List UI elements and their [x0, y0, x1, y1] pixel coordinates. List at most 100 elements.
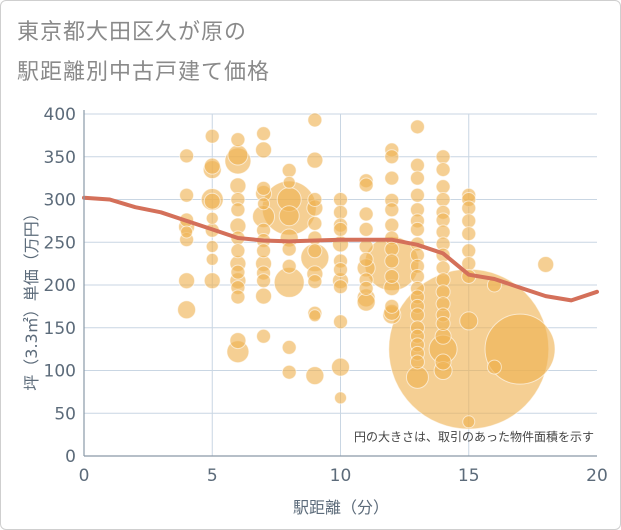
y-tick-label: 100 — [44, 362, 76, 382]
bubble-point — [333, 262, 348, 278]
bubble-point — [537, 255, 555, 273]
bubble-point — [461, 243, 477, 259]
bubble-point — [384, 170, 400, 186]
bubble-point — [255, 287, 273, 305]
bubble-point — [331, 357, 350, 377]
bubble-point — [256, 243, 272, 259]
bubble-point — [178, 272, 196, 290]
bubble-point — [308, 309, 322, 323]
axes: 0 50 100 150 200 250 300 350 400 0 5 10 15 20 — [44, 105, 608, 486]
bubble-point — [205, 240, 219, 254]
bubble-point — [230, 132, 246, 148]
bubble-point — [227, 144, 249, 166]
y-tick-label: 350 — [44, 148, 76, 168]
bubble-point — [358, 177, 374, 193]
y-tick-label: 400 — [44, 105, 76, 125]
bubble-point — [305, 366, 325, 386]
x-tick-label: 15 — [458, 466, 480, 486]
bubble-point — [256, 180, 272, 196]
bubble-point — [179, 148, 195, 164]
bubble-point — [281, 162, 297, 178]
bubble-point — [333, 279, 348, 295]
bubble-point — [307, 192, 323, 207]
bubble-point — [409, 354, 425, 370]
bubble-point — [307, 274, 323, 290]
bubble-point — [358, 221, 374, 237]
bubble-point — [333, 221, 348, 237]
y-tick-label: 300 — [44, 191, 76, 211]
trend-line-group — [82, 195, 599, 303]
y-axis-label: 坪（3.3㎡）単価（万円） — [22, 205, 41, 390]
bubble-point — [405, 365, 429, 389]
bubble-point — [177, 300, 197, 320]
bubble-point — [307, 230, 323, 246]
bubble-point — [203, 192, 221, 210]
bubble-point — [204, 128, 220, 144]
bubble-point — [278, 205, 300, 227]
bubble-point — [384, 253, 400, 269]
bubble-point — [306, 151, 324, 169]
bubble-point — [358, 280, 374, 296]
bubble-point — [435, 179, 451, 195]
bubble-point — [203, 272, 221, 290]
bubble-point — [333, 314, 348, 330]
bubble-point — [459, 311, 479, 331]
bubble-point — [358, 206, 374, 222]
bubble-point — [307, 112, 323, 128]
bubble-point — [230, 289, 246, 305]
bubble-point — [384, 268, 400, 284]
bubble-point — [486, 359, 502, 375]
bubble-point — [409, 187, 425, 203]
bubble-point — [334, 391, 347, 405]
bubble-point — [409, 157, 425, 173]
size-note: 円の大きさは、取引のあった物件面積を示す — [354, 429, 594, 444]
bubble-point — [384, 217, 400, 233]
x-tick-label: 10 — [330, 466, 352, 486]
bubble-point — [435, 162, 451, 178]
bubble-point — [205, 252, 219, 266]
x-tick-label: 5 — [207, 466, 218, 486]
bubble-point — [435, 149, 451, 165]
bubble-point — [409, 307, 425, 323]
bubble-point — [409, 170, 425, 186]
bubble-point — [333, 192, 348, 207]
chart-title-line2: 駅距離別中古戸建て価格 — [17, 60, 271, 85]
bubble-point — [409, 221, 425, 237]
chart-title-line1: 東京都大田区久が原の — [17, 20, 248, 45]
bubble-point — [434, 353, 452, 371]
bubble-point — [307, 243, 323, 259]
bubble-point — [256, 273, 272, 289]
bubble-point — [484, 313, 556, 385]
x-tick-label: 0 — [79, 466, 90, 486]
bubble-point — [256, 328, 272, 344]
bubble-point — [461, 200, 477, 216]
bubble-point — [205, 211, 219, 225]
bubble-point — [281, 241, 297, 257]
trend-line — [82, 195, 599, 303]
bubble-point — [230, 243, 246, 259]
bubble-point — [282, 175, 296, 189]
bubble-point — [256, 126, 272, 142]
bubble-point — [461, 213, 477, 229]
y-tick-label: 150 — [44, 319, 76, 339]
bubble-point — [229, 332, 247, 350]
y-tick-label: 250 — [44, 233, 76, 253]
bubble-point — [435, 192, 451, 207]
bubble-point — [257, 197, 271, 211]
bubble-point — [462, 415, 476, 429]
bubble-point — [203, 157, 221, 175]
y-tick-label: 50 — [54, 404, 76, 424]
bubble-point — [461, 226, 477, 242]
y-tick-label: 0 — [65, 447, 76, 467]
x-axis-label: 駅距離（分） — [293, 498, 389, 517]
bubble-point — [307, 215, 323, 231]
bubble-point — [384, 202, 400, 218]
bubble-point — [384, 149, 400, 165]
y-tick-label: 200 — [44, 276, 76, 296]
bubble-point — [180, 225, 194, 239]
bubble-point — [384, 298, 400, 314]
bubble-point — [255, 141, 273, 159]
bubble-point — [229, 177, 247, 195]
bubble-point — [409, 119, 425, 135]
